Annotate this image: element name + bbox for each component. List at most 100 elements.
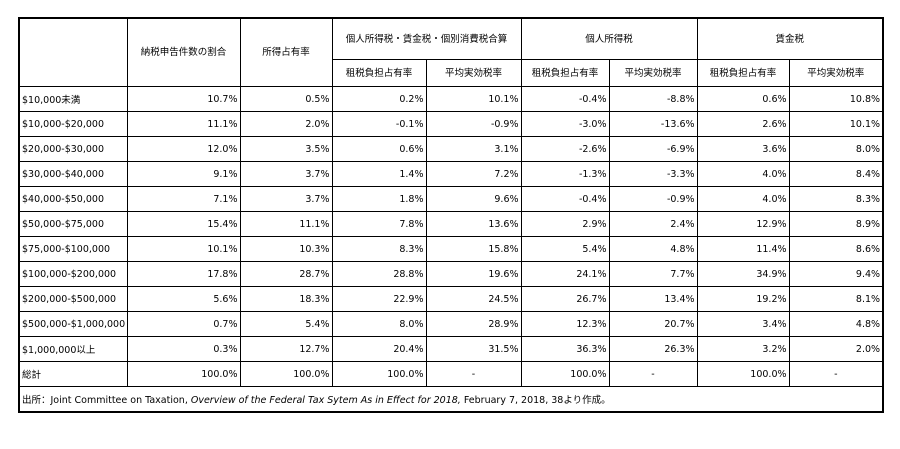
table-cell: 0.3% <box>126 336 241 362</box>
table-cell: 26.3% <box>608 336 698 362</box>
row-label: $50,000-$75,000 <box>18 211 128 237</box>
row-label: $75,000-$100,000 <box>18 236 128 262</box>
table-cell: -13.6% <box>608 111 698 137</box>
row-label: $20,000-$30,000 <box>18 136 128 162</box>
table-cell: 28.8% <box>331 261 427 287</box>
table-cell: 3.5% <box>239 136 333 162</box>
table-cell: 28.9% <box>425 311 522 337</box>
table-cell: 9.4% <box>788 261 884 287</box>
table-cell: 5.4% <box>520 236 610 262</box>
subheader-burden-income: 租税負担占有率 <box>520 59 610 87</box>
table-cell: 0.2% <box>331 86 427 112</box>
table-row: $50,000-$75,000 15.4% 11.1% 7.8% 13.6% 2.9% 2.… <box>18 211 884 237</box>
table-cell: 12.7% <box>239 336 333 362</box>
table-cell: -0.9% <box>608 186 698 212</box>
table-cell: 10.1% <box>126 236 241 262</box>
table-cell: 9.1% <box>126 161 241 187</box>
table-cell: 3.4% <box>696 311 790 337</box>
table-cell: -0.9% <box>425 111 522 137</box>
table-cell: 28.7% <box>239 261 333 287</box>
table-cell: -0.4% <box>520 186 610 212</box>
table-cell: 100.0% <box>239 361 333 387</box>
table-cell: - <box>608 361 698 387</box>
row-label: $40,000-$50,000 <box>18 186 128 212</box>
row-label: $1,000,000以上 <box>18 336 128 362</box>
table-cell: 3.1% <box>425 136 522 162</box>
table-cell: 9.6% <box>425 186 522 212</box>
header-group-payroll-tax: 賃金税 <box>696 17 884 60</box>
table-cell: 0.6% <box>696 86 790 112</box>
row-label: $30,000-$40,000 <box>18 161 128 187</box>
table-cell: 8.4% <box>788 161 884 187</box>
table-cell: -3.3% <box>608 161 698 187</box>
table-cell: 8.0% <box>331 311 427 337</box>
table-cell: -1.3% <box>520 161 610 187</box>
table-cell: 4.0% <box>696 186 790 212</box>
table-cell: 2.6% <box>696 111 790 137</box>
subheader-rate-income: 平均実効税率 <box>608 59 698 87</box>
table-cell: 10.8% <box>788 86 884 112</box>
source-title: Overview of the Federal Tax Sytem As in … <box>190 395 461 406</box>
table-cell: 8.3% <box>788 186 884 212</box>
table-cell: 5.6% <box>126 286 241 312</box>
table-row: $200,000-$500,000 5.6% 18.3% 22.9% 24.5% 26.7… <box>18 286 884 312</box>
row-label: $200,000-$500,000 <box>18 286 128 312</box>
source-prefix: 出所：Joint Committee on Taxation, <box>22 395 191 406</box>
table-row: $30,000-$40,000 9.1% 3.7% 1.4% 7.2% -1.3% -3.3… <box>18 161 884 187</box>
table-cell: 7.8% <box>331 211 427 237</box>
table-cell: 7.2% <box>425 161 522 187</box>
header-group-combined: 個人所得税・賃金税・個別消費税合算 <box>331 17 522 60</box>
table-cell: 3.2% <box>696 336 790 362</box>
table-cell: 24.5% <box>425 286 522 312</box>
table-cell: 7.7% <box>608 261 698 287</box>
header-row-1: 納税申告件数の割合 所得占有率 個人所得税・賃金税・個別消費税合算 個人所得税 … <box>18 17 884 87</box>
table-cell: 10.7% <box>126 86 241 112</box>
subheader-rate-payroll: 平均実効税率 <box>788 59 884 87</box>
table-cell: 4.0% <box>696 161 790 187</box>
table-cell: -8.8% <box>608 86 698 112</box>
table-cell: - <box>425 361 522 387</box>
table-cell: 5.4% <box>239 311 333 337</box>
table-cell: - <box>788 361 884 387</box>
table-cell: 0.6% <box>331 136 427 162</box>
table-cell: 18.3% <box>239 286 333 312</box>
table-cell: 1.4% <box>331 161 427 187</box>
table-cell: 8.0% <box>788 136 884 162</box>
table-cell: 8.3% <box>331 236 427 262</box>
table-cell: 13.6% <box>425 211 522 237</box>
table-cell: 20.7% <box>608 311 698 337</box>
table-cell: 12.0% <box>126 136 241 162</box>
table-cell: 2.0% <box>239 111 333 137</box>
table-cell: 100.0% <box>331 361 427 387</box>
table-row: 総計 100.0% 100.0% 100.0% -100.0% -100.0% - <box>18 361 884 387</box>
table-cell: -0.4% <box>520 86 610 112</box>
table-cell: 15.4% <box>126 211 241 237</box>
table-cell: 2.9% <box>520 211 610 237</box>
table-cell: 13.4% <box>608 286 698 312</box>
table-row: $20,000-$30,000 12.0% 3.5% 0.6% 3.1% -2.6% -6.… <box>18 136 884 162</box>
row-label: $10,000未満 <box>18 86 128 112</box>
source-note: 出所：Joint Committee on Taxation, Overview… <box>18 386 884 413</box>
table-cell: 2.0% <box>788 336 884 362</box>
table-cell: 3.7% <box>239 161 333 187</box>
row-label: 総計 <box>18 361 128 387</box>
header-income-share: 所得占有率 <box>239 17 333 87</box>
table-cell: 100.0% <box>126 361 241 387</box>
table-cell: -2.6% <box>520 136 610 162</box>
table-cell: 7.1% <box>126 186 241 212</box>
table-cell: 4.8% <box>608 236 698 262</box>
table-cell: 8.1% <box>788 286 884 312</box>
table-cell: 10.1% <box>788 111 884 137</box>
table-row: $40,000-$50,000 7.1% 3.7% 1.8% 9.6% -0.4% -0.9… <box>18 186 884 212</box>
table-row: $75,000-$100,000 10.1% 10.3% 8.3% 15.8% 5.4% 4… <box>18 236 884 262</box>
table-cell: 100.0% <box>520 361 610 387</box>
header-row-2: 租税負担占有率 平均実効税率 租税負担占有率 平均実効税率 租税負担占有率 平均… <box>19 59 884 87</box>
table-cell: 12.3% <box>520 311 610 337</box>
table-cell: 11.4% <box>696 236 790 262</box>
source-row: 出所：Joint Committee on Taxation, Overview… <box>18 386 884 413</box>
table-cell: -3.0% <box>520 111 610 137</box>
table-cell: 4.8% <box>788 311 884 337</box>
table-cell: 31.5% <box>425 336 522 362</box>
tax-burden-table: 納税申告件数の割合 所得占有率 個人所得税・賃金税・個別消費税合算 個人所得税 … <box>18 17 885 413</box>
source-suffix: February 7, 2018, 38より作成。 <box>460 395 611 406</box>
